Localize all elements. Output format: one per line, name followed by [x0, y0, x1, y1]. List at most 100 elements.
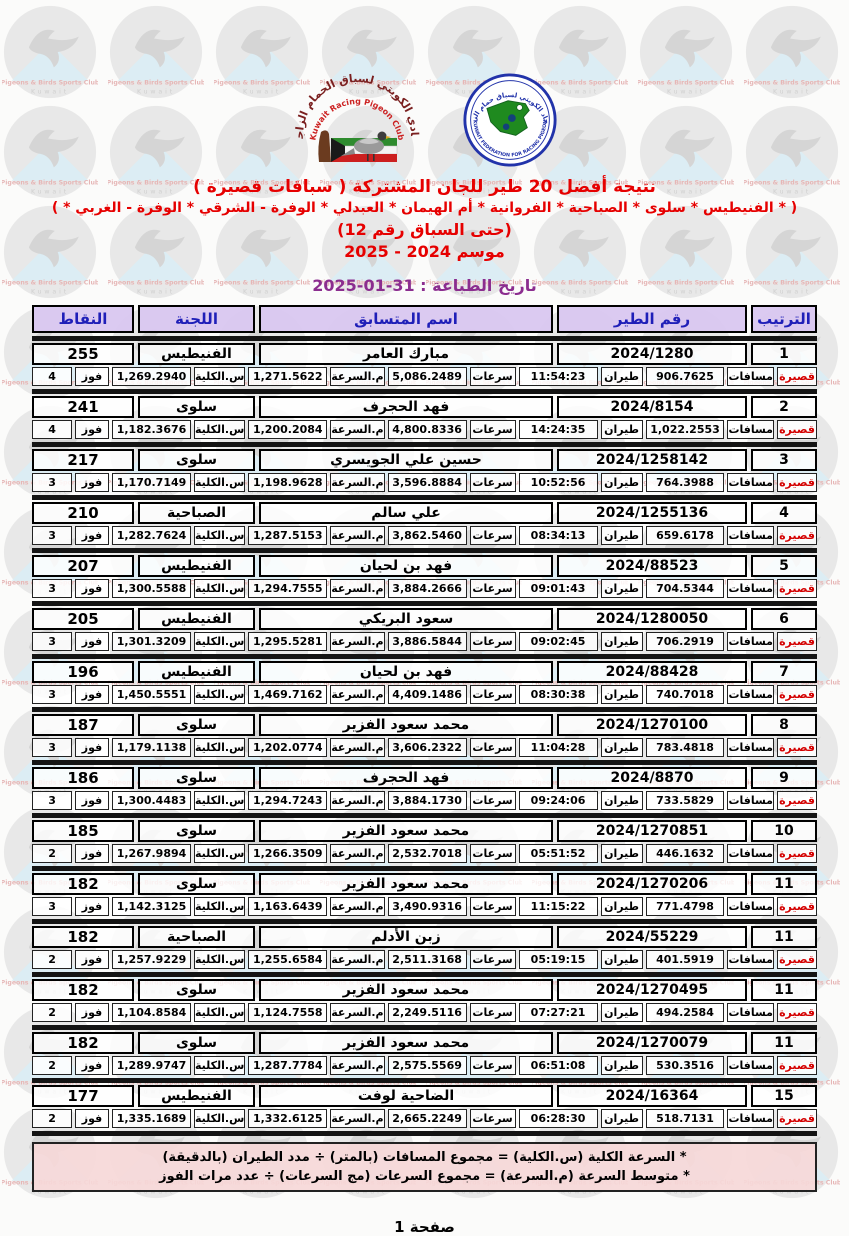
points-value: 210 [32, 502, 134, 524]
wins-label: فوز [75, 579, 110, 598]
avg-speed-value: 1,200.2084 [248, 420, 328, 439]
flight-time-value: 07:27:21 [518, 1003, 598, 1022]
committees-line: ( * الفنيطيس * سلوى * الصباحية * الفروان… [51, 200, 798, 216]
row-detail: قصيرة مسافات 401.5919 طيران 05:19:15 سرع… [32, 950, 817, 969]
total-speed-value: 1,104.8584 [112, 1003, 191, 1022]
speeds-label: سرعات [469, 1109, 516, 1128]
svg-text:Pigeons & Birds Sports Club: Pigeons & Birds Sports Club [214, 80, 310, 87]
row-detail: قصيرة مسافات 740.7018 طيران 08:30:38 سرع… [32, 685, 817, 704]
category-badge: قصيرة [777, 420, 817, 439]
svg-text:Pigeons & Birds Sports Club: Pigeons & Birds Sports Club [320, 1080, 416, 1087]
table-row: 6 2024/1280050 سعود البريكي الفنيطيس 205… [32, 606, 817, 659]
note-avg-speed: * متوسط السرعة (م.السرعة) = مجموع السرعا… [159, 1169, 690, 1184]
svg-text:Kuwait: Kuwait [561, 88, 599, 95]
speeds-label: سرعات [469, 738, 516, 757]
wins-label: فوز [75, 897, 110, 916]
watermark-stamp-icon: Pigeons & Birds Sports Club Kuwait [637, 4, 736, 100]
competitor-name: سعود البريكي [259, 608, 553, 630]
column-header-name: اسم المتسابق [259, 305, 553, 333]
flight-label: طيران [600, 420, 643, 439]
flight-time-value: 06:28:30 [518, 1109, 598, 1128]
avg-speed-label: م.السرعة [330, 897, 385, 916]
speeds-value: 3,862.5460 [387, 526, 467, 545]
avg-speed-value: 1,124.7558 [248, 1003, 328, 1022]
flight-label: طيران [600, 632, 643, 651]
row-main: 11 2024/1270206 محمد سعود الفزير سلوى 18… [32, 873, 817, 895]
avg-speed-label: م.السرعة [330, 685, 385, 704]
competitor-name: علي سالم [259, 502, 553, 524]
points-value: 182 [32, 926, 134, 948]
distances-label: مسافات [727, 579, 774, 598]
total-speed-value: 1,142.3125 [112, 897, 191, 916]
table-row: 11 2024/1270079 محمد سعود الفزير سلوى 18… [32, 1030, 817, 1083]
category-badge: قصيرة [777, 1109, 817, 1128]
svg-text:Kuwait: Kuwait [137, 288, 175, 295]
speeds-label: سرعات [469, 1003, 516, 1022]
competitor-name: محمد سعود الفزير [259, 873, 553, 895]
wins-label: فوز [75, 632, 110, 651]
total-speed-value: 1,282.7624 [112, 526, 191, 545]
competitor-name: الضاحية لوفت [259, 1085, 553, 1107]
flight-label: طيران [600, 897, 643, 916]
points-value: 255 [32, 343, 134, 365]
flight-label: طيران [600, 950, 643, 969]
flight-time-value: 11:04:28 [518, 738, 598, 757]
avg-speed-value: 1,469.7162 [248, 685, 328, 704]
total-speed-label: س.الكلية [193, 1003, 246, 1022]
row-detail: قصيرة مسافات 446.1632 طيران 05:51:52 سرع… [32, 844, 817, 863]
avg-speed-label: م.السرعة [330, 844, 385, 863]
committee-value: الفنيطيس [138, 608, 255, 630]
flight-label: طيران [600, 367, 643, 386]
rank-value: 7 [751, 661, 817, 683]
total-speed-label: س.الكلية [193, 791, 246, 810]
header-logos: النادي الكويتي لسباق الحمام الزاجل Kuwai… [0, 72, 849, 168]
row-main: 2 2024/8154 فهد الحجرف سلوى 241 [32, 396, 817, 418]
row-main: 11 2024/55229 زبن الأدلم الصباحية 182 [32, 926, 817, 948]
watermark-stamp-icon: Pigeons & Birds Sports Club Kuwait [425, 4, 524, 100]
avg-speed-value: 1,163.6439 [248, 897, 328, 916]
avg-speed-value: 1,287.7784 [248, 1056, 328, 1075]
watermark-stamp-icon: Pigeons & Birds Sports Club Kuwait [107, 204, 206, 300]
avg-speed-value: 1,294.7243 [248, 791, 328, 810]
flight-label: طيران [600, 579, 643, 598]
page-number: صفحة 1 [394, 1218, 455, 1236]
svg-text:Pigeons & Birds Sports Club: Pigeons & Birds Sports Club [108, 1080, 204, 1087]
wins-value: 2 [32, 1003, 73, 1022]
flight-time-value: 09:02:45 [518, 632, 598, 651]
svg-text:Pigeons & Birds Sports Club: Pigeons & Birds Sports Club [2, 80, 98, 87]
svg-text:Pigeons & Birds Sports Club: Pigeons & Birds Sports Club [744, 180, 840, 187]
wins-label: فوز [75, 420, 110, 439]
total-speed-value: 1,170.7149 [112, 473, 191, 492]
watermark-stamp-icon: Pigeons & Birds Sports Club Kuwait [743, 204, 842, 300]
row-detail: قصيرة مسافات 518.7131 طيران 06:28:30 سرع… [32, 1109, 817, 1128]
table-row: 11 2024/1270206 محمد سعود الفزير سلوى 18… [32, 871, 817, 924]
column-header-rank: الترتيب [751, 305, 817, 333]
committee-value: سلوى [138, 449, 255, 471]
speeds-label: سرعات [469, 632, 516, 651]
flight-time-value: 09:24:06 [518, 791, 598, 810]
svg-text:Pigeons & Birds Sports Club: Pigeons & Birds Sports Club [426, 180, 522, 187]
category-badge: قصيرة [777, 897, 817, 916]
rank-value: 3 [751, 449, 817, 471]
bird-no-value: 2024/1270495 [557, 979, 747, 1001]
distances-label: مسافات [727, 844, 774, 863]
total-speed-label: س.الكلية [193, 950, 246, 969]
distances-label: مسافات [727, 685, 774, 704]
flight-label: طيران [600, 844, 643, 863]
distance-value: 659.6178 [645, 526, 725, 545]
svg-text:Pigeons & Birds Sports Club: Pigeons & Birds Sports Club [320, 80, 416, 87]
rank-value: 9 [751, 767, 817, 789]
watermark-stamp-icon: Pigeons & Birds Sports Club Kuwait [531, 104, 630, 200]
flight-time-value: 08:34:13 [518, 526, 598, 545]
avg-speed-value: 1,295.5281 [248, 632, 328, 651]
distance-value: 783.4818 [645, 738, 725, 757]
svg-text:Kuwait: Kuwait [773, 188, 811, 195]
committee-value: سلوى [138, 396, 255, 418]
points-value: 177 [32, 1085, 134, 1107]
committee-value: الصباحية [138, 502, 255, 524]
race-number-line: (حتى السباق رقم 12) [337, 220, 512, 239]
avg-speed-value: 1,202.0774 [248, 738, 328, 757]
total-speed-value: 1,450.5551 [112, 685, 191, 704]
wins-value: 3 [32, 473, 73, 492]
wins-value: 3 [32, 791, 73, 810]
